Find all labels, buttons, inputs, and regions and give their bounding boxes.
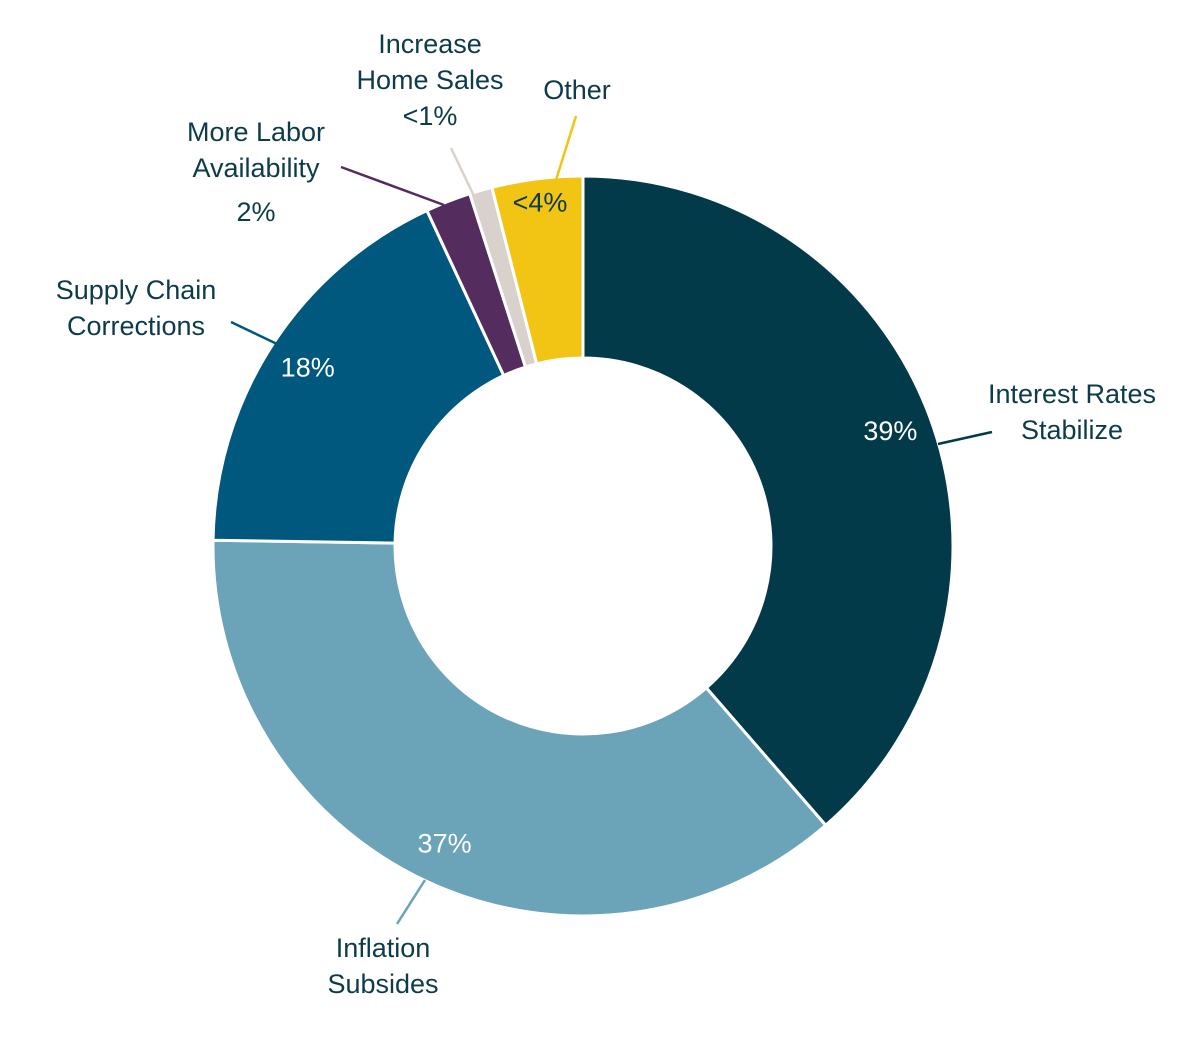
category-label-line: More Labor — [187, 117, 325, 147]
category-label-line: Subsides — [327, 969, 438, 999]
category-label-line: Interest Rates — [988, 379, 1156, 409]
leader-line-homesales — [449, 147, 476, 197]
category-label-inflation: Inflation Subsides — [327, 933, 438, 999]
category-label-line: Increase — [378, 29, 482, 59]
leader-lines-group — [230, 115, 993, 925]
category-labels-group: Interest Rates Stabilize Inflation Subsides… — [56, 29, 1156, 999]
pct-label-interest: 39% — [863, 416, 917, 446]
category-label-line: Stabilize — [1021, 415, 1123, 445]
leader-line-supply — [230, 320, 278, 346]
leader-line-interest — [937, 430, 993, 446]
category-label-line: 2% — [236, 197, 275, 227]
leader-line-other — [554, 115, 578, 181]
pct-label-inflation: 37% — [418, 829, 472, 859]
leader-line-inflation — [395, 879, 427, 925]
percent-labels-group: 39% 37% 18% <4% — [281, 187, 918, 858]
category-label-supply: Supply Chain Corrections — [56, 275, 217, 341]
slice-other — [490, 174, 585, 366]
slice-supply — [211, 208, 506, 545]
slice-inflation — [211, 538, 828, 918]
category-label-line: Home Sales — [356, 65, 503, 95]
category-label-labor: More Labor Availability 2% — [187, 117, 325, 227]
category-label-other: Other — [543, 75, 611, 105]
category-label-line: <1% — [403, 101, 458, 131]
category-label-line: Supply Chain — [56, 275, 217, 305]
slices-group — [211, 174, 955, 918]
leader-line-labor — [340, 165, 445, 207]
slice-interest — [581, 174, 955, 828]
pct-label-supply: 18% — [281, 352, 335, 382]
category-label-line: Other — [543, 75, 611, 105]
category-label-line: Availability — [192, 153, 320, 183]
category-label-line: Inflation — [336, 933, 431, 963]
category-label-homesales: Increase Home Sales <1% — [356, 29, 503, 131]
category-label-line: Corrections — [67, 311, 205, 341]
pct-label-other: <4% — [513, 187, 568, 217]
category-label-interest: Interest Rates Stabilize — [988, 379, 1156, 445]
